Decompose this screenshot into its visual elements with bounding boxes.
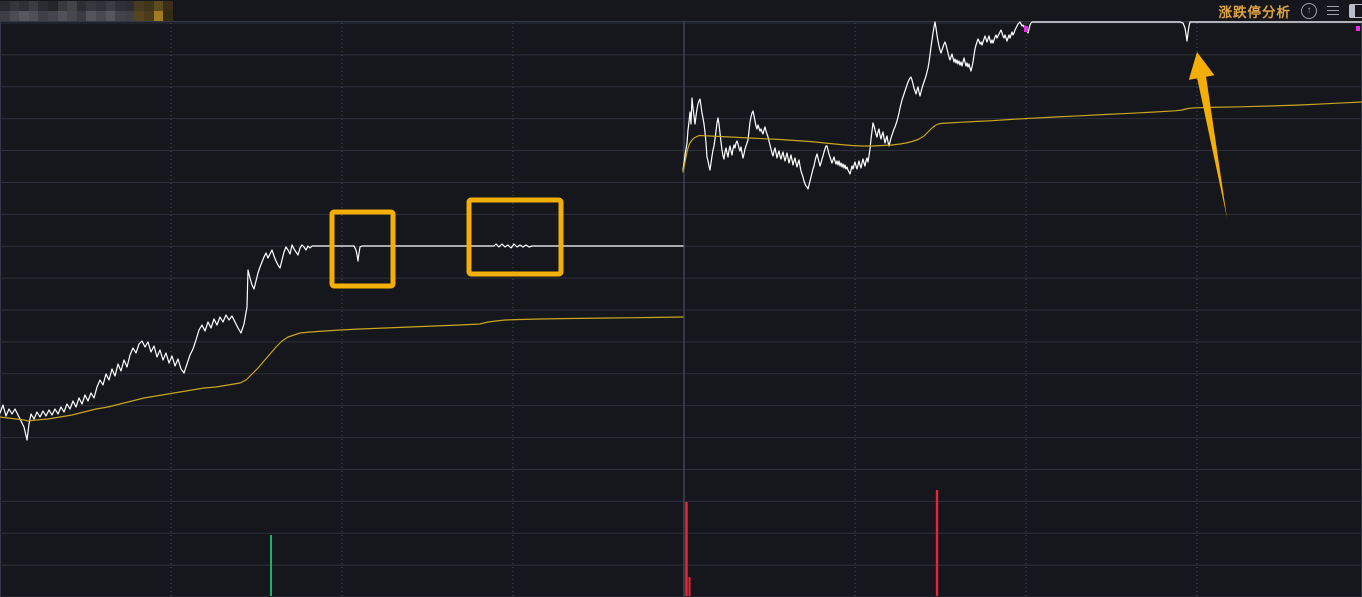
menu-icon[interactable]	[1327, 5, 1339, 16]
app-topbar: 涨跌停分析 ↑	[0, 0, 1362, 21]
topbar-right-cluster: 涨跌停分析 ↑	[1219, 0, 1362, 21]
scroll-top-icon[interactable]: ↑	[1301, 2, 1317, 19]
censored-stock-name	[0, 0, 173, 21]
tool-title: 涨跌停分析	[1218, 4, 1291, 20]
split-panel-icon[interactable]	[1349, 3, 1362, 18]
scroll-top-icon-glyph: ↑	[1306, 4, 1312, 16]
annotation-arrow	[1188, 52, 1227, 218]
